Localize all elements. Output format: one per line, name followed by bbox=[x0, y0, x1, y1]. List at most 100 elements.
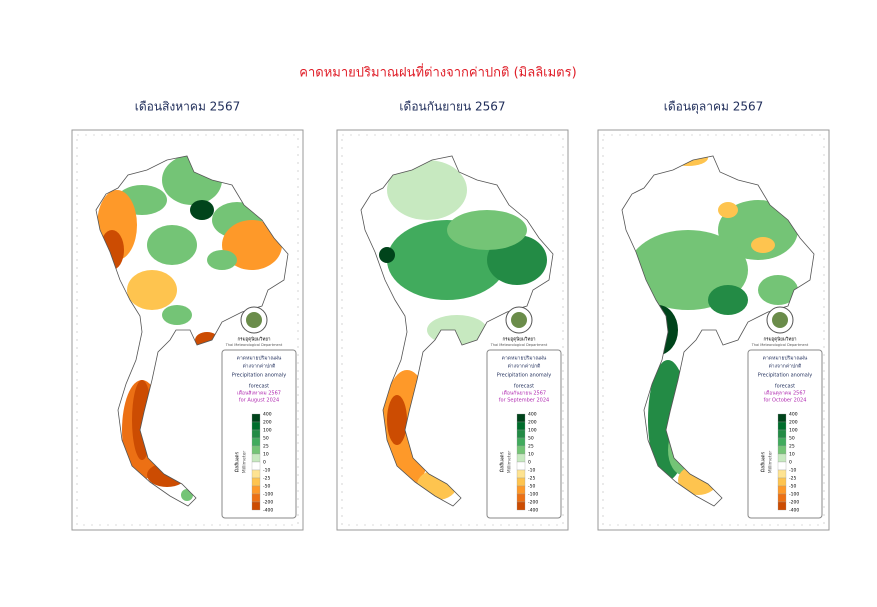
logo-inner bbox=[246, 312, 262, 328]
scale-label: 400 bbox=[789, 412, 798, 418]
scale-label: 25 bbox=[528, 444, 534, 450]
scale-label: 10 bbox=[263, 452, 269, 458]
rain-area bbox=[447, 210, 527, 250]
scale-swatch bbox=[777, 429, 787, 439]
scale-label: -10 bbox=[789, 468, 796, 474]
scale-label: -100 bbox=[789, 492, 799, 498]
rain-area bbox=[207, 250, 237, 270]
logo-inner bbox=[772, 312, 788, 328]
scale-label: 10 bbox=[528, 452, 534, 458]
scale-label: -50 bbox=[789, 484, 796, 490]
scale-label: 0 bbox=[528, 460, 531, 466]
map-inner-frame bbox=[602, 134, 825, 526]
scale-label: 0 bbox=[263, 460, 266, 466]
scale-label: 100 bbox=[789, 428, 798, 434]
legend-english: Precipitation anomaly bbox=[232, 373, 286, 379]
scale-label: -10 bbox=[263, 468, 270, 474]
rain-area bbox=[387, 395, 407, 445]
scale-unit-th: มิลลิเมตร bbox=[760, 452, 767, 473]
scale-label: 200 bbox=[528, 420, 537, 426]
scale-label: -200 bbox=[528, 500, 538, 506]
scale-swatch bbox=[516, 421, 526, 431]
legend-heading: ต่างจากค่าปกติ bbox=[508, 363, 541, 370]
legend-month-en: for August 2024 bbox=[239, 398, 279, 404]
scale-label: 25 bbox=[789, 444, 795, 450]
scale-label: 10 bbox=[789, 452, 795, 458]
scale-label: 400 bbox=[263, 412, 272, 418]
legend-forecast: forecast bbox=[514, 384, 534, 390]
scale-swatch bbox=[516, 453, 526, 463]
scale-unit-en: Millimeter bbox=[242, 451, 248, 474]
scale-label: -25 bbox=[263, 476, 270, 482]
scale-label: 0 bbox=[789, 460, 792, 466]
map-inner-frame bbox=[76, 134, 299, 526]
scale-swatch bbox=[777, 413, 787, 423]
country-outline bbox=[621, 155, 815, 507]
rain-area bbox=[222, 220, 282, 270]
rain-area bbox=[718, 200, 798, 260]
scale-swatch bbox=[516, 485, 526, 495]
legend-forecast: forecast bbox=[775, 384, 795, 390]
main-title: คาดหมายปริมาณฝนที่ต่างจากค่าปกติ (มิลลิเ… bbox=[299, 64, 576, 81]
scale-swatch bbox=[777, 469, 787, 479]
scale-label: 200 bbox=[789, 420, 798, 426]
rain-area bbox=[758, 275, 798, 305]
scale-swatch bbox=[251, 429, 261, 439]
legend-english: Precipitation anomaly bbox=[497, 373, 551, 379]
scale-swatch bbox=[516, 501, 526, 511]
scale-swatch bbox=[516, 461, 526, 471]
logo-text-th: กรมอุตุนิยมวิทยา bbox=[502, 337, 536, 343]
map-inner-frame bbox=[341, 134, 564, 526]
legend-forecast: forecast bbox=[249, 384, 269, 390]
scale-swatch bbox=[251, 421, 261, 431]
scale-swatch bbox=[251, 501, 261, 511]
scale-label: -50 bbox=[528, 484, 535, 490]
rain-area bbox=[708, 285, 748, 315]
scale-swatch bbox=[516, 493, 526, 503]
scale-swatch bbox=[516, 429, 526, 439]
scale-swatch bbox=[516, 413, 526, 423]
legend-month-th: เดือนกันยายน 2567 bbox=[502, 390, 546, 397]
scale-swatch bbox=[516, 469, 526, 479]
legend-heading: คาดหมายปริมาณฝน bbox=[237, 355, 282, 362]
scale-swatch bbox=[777, 493, 787, 503]
legend-month-th: เดือนตุลาคม 2567 bbox=[764, 390, 805, 397]
scale-swatch bbox=[516, 437, 526, 447]
legend-month-en: for September 2024 bbox=[499, 398, 549, 404]
scale-unit-th: มิลลิเมตร bbox=[234, 452, 241, 473]
rain-area bbox=[162, 305, 192, 325]
scale-swatch bbox=[516, 477, 526, 487]
scale-label: -50 bbox=[263, 484, 270, 490]
panel-title: เดือนกันยายน 2567 bbox=[399, 100, 505, 114]
legend-month-en: for October 2024 bbox=[764, 398, 807, 404]
legend-heading: คาดหมายปริมาณฝน bbox=[763, 355, 808, 362]
scale-label: -400 bbox=[528, 508, 538, 514]
scale-label: -25 bbox=[528, 476, 535, 482]
scale-swatch bbox=[251, 445, 261, 455]
rain-area bbox=[751, 237, 775, 253]
scale-label: 50 bbox=[263, 436, 269, 442]
scale-swatch bbox=[777, 485, 787, 495]
scale-label: -400 bbox=[789, 508, 799, 514]
logo-text-th: กรมอุตุนิยมวิทยา bbox=[763, 337, 797, 343]
scale-swatch bbox=[251, 413, 261, 423]
scale-label: -200 bbox=[789, 500, 799, 506]
scale-label: 50 bbox=[528, 436, 534, 442]
scale-swatch bbox=[516, 445, 526, 455]
legend-english: Precipitation anomaly bbox=[758, 373, 812, 379]
rain-area bbox=[379, 247, 395, 263]
rain-area bbox=[127, 270, 177, 310]
scale-label: 50 bbox=[789, 436, 795, 442]
logo-text-th: กรมอุตุนิยมวิทยา bbox=[237, 337, 271, 343]
scale-label: -10 bbox=[528, 468, 535, 474]
scale-swatch bbox=[251, 461, 261, 471]
scale-unit-en: Millimeter bbox=[507, 451, 513, 474]
logo-inner bbox=[511, 312, 527, 328]
rain-area bbox=[190, 200, 214, 220]
scale-label: 400 bbox=[528, 412, 537, 418]
scale-label: 25 bbox=[263, 444, 269, 450]
scale-swatch bbox=[777, 421, 787, 431]
